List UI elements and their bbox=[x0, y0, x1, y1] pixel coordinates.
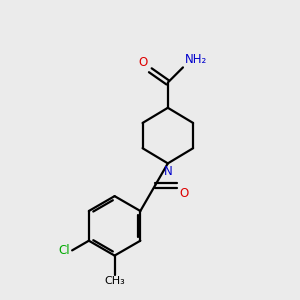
Text: CH₃: CH₃ bbox=[104, 276, 125, 286]
Text: O: O bbox=[139, 56, 148, 69]
Text: O: O bbox=[180, 187, 189, 200]
Text: NH₂: NH₂ bbox=[185, 53, 208, 66]
Text: Cl: Cl bbox=[58, 244, 70, 257]
Text: N: N bbox=[164, 165, 172, 178]
